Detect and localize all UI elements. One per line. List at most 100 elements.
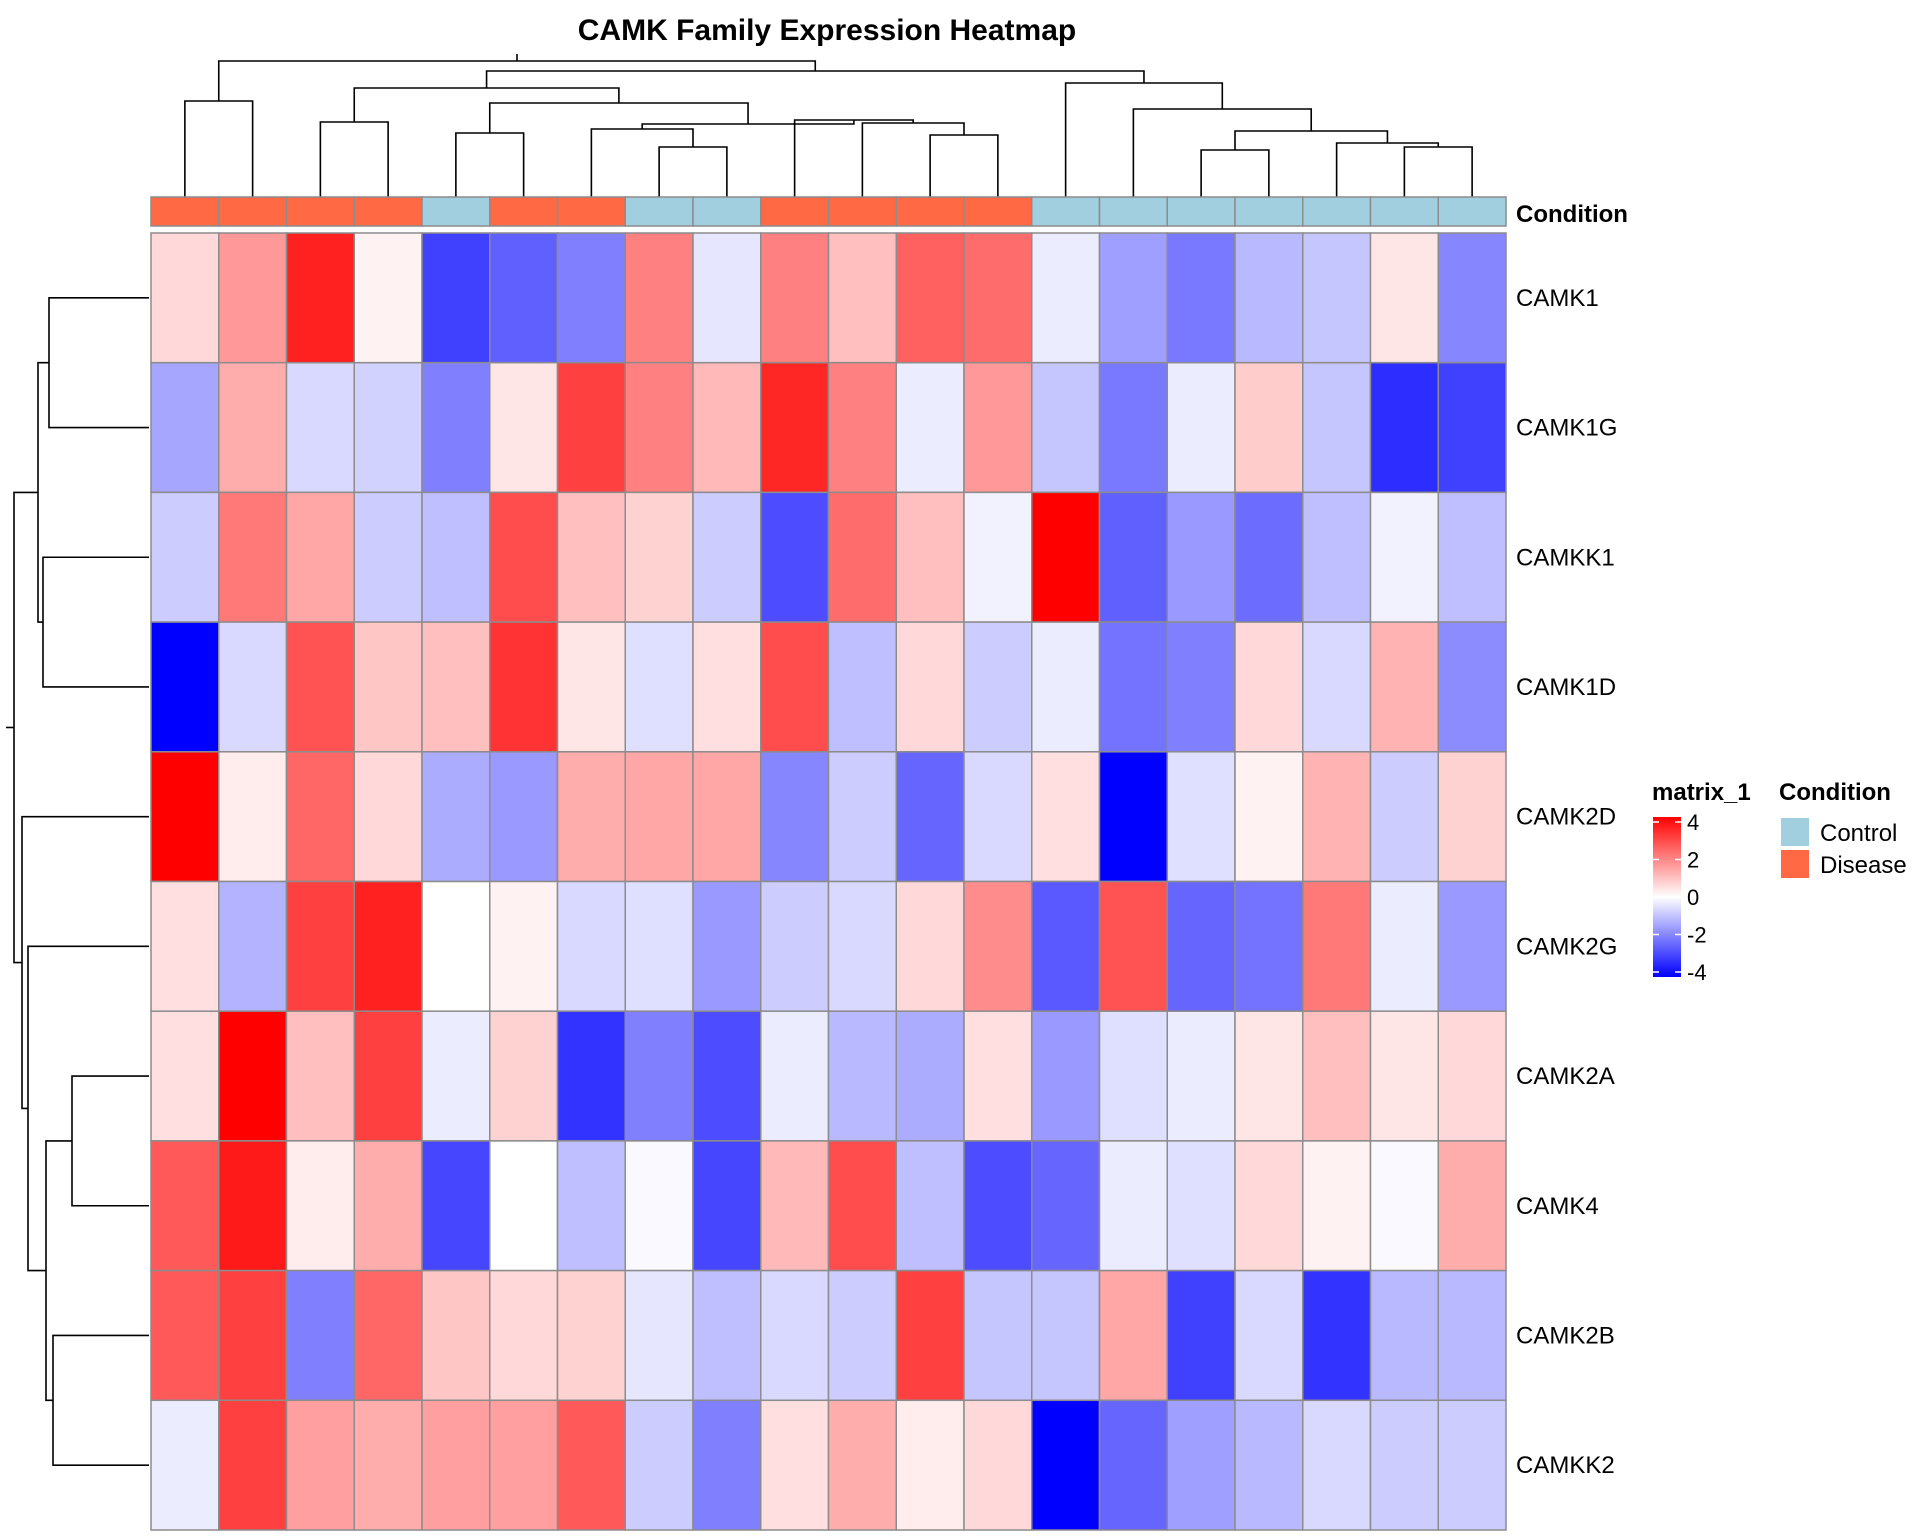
colorbar-tick-label: -4 <box>1687 960 1707 985</box>
heatmap-cell <box>1369 1399 1439 1531</box>
heatmap-cell <box>1302 1399 1372 1531</box>
heatmap-cell <box>1031 1140 1101 1272</box>
row-label: CAMK2B <box>1516 1322 1615 1349</box>
dendrogram-branch <box>45 1140 72 1402</box>
heatmap-cell <box>1031 1010 1101 1142</box>
heatmap-cell <box>624 361 694 494</box>
heatmap-cell <box>218 1010 288 1142</box>
heatmap-cell <box>285 361 355 494</box>
annotation-cell <box>421 196 491 227</box>
dendrogram-branch <box>21 815 149 1110</box>
condition-legend-title: Condition <box>1779 779 1891 806</box>
heatmap-cell <box>353 880 423 1012</box>
heatmap-cell <box>760 621 830 753</box>
heatmap-cell <box>285 491 355 623</box>
heatmap-cell <box>1166 491 1236 623</box>
heatmap-cell <box>1166 880 1236 1012</box>
heatmap-cell <box>760 1010 830 1142</box>
heatmap-cell <box>1031 491 1101 623</box>
colorbar-tick-label: 0 <box>1687 885 1699 910</box>
heatmap-cell <box>692 361 762 494</box>
heatmap-cell <box>692 1269 762 1402</box>
heatmap-cell <box>1234 621 1304 753</box>
heatmap-cell <box>556 1010 626 1142</box>
condition-annotation-bar <box>150 196 1507 227</box>
heatmap-cell <box>556 1399 626 1531</box>
dendrogram-branch <box>1200 149 1270 197</box>
heatmap-cell <box>895 361 965 494</box>
heatmap-cell <box>489 1140 559 1272</box>
heatmap-cell <box>353 1140 423 1272</box>
heatmap-cell <box>1234 880 1304 1012</box>
heatmap-cell <box>353 1010 423 1142</box>
heatmap-cell <box>150 491 220 623</box>
annotation-cell <box>489 196 559 227</box>
heatmap-cell <box>1437 1399 1507 1531</box>
heatmap-cell <box>1234 751 1304 883</box>
dendrogram-branch <box>1132 108 1313 197</box>
heatmap-cell <box>489 491 559 623</box>
heatmap-cell <box>895 1399 965 1531</box>
heatmap-cell <box>692 1140 762 1272</box>
heatmap-cell <box>218 1399 288 1531</box>
heatmap-cell <box>1369 361 1439 494</box>
dendrogram-branch <box>793 119 914 197</box>
heatmap-cell <box>556 1140 626 1272</box>
heatmap-cell <box>1369 880 1439 1012</box>
heatmap-cell <box>1369 621 1439 753</box>
heatmap-cell <box>827 621 897 753</box>
heatmap-cell <box>760 361 830 494</box>
heatmap-cell <box>285 621 355 753</box>
heatmap-cell <box>421 1269 491 1402</box>
heatmap-cell <box>1437 1140 1507 1272</box>
heatmap-cell <box>353 1399 423 1531</box>
heatmap-cell <box>1234 1269 1304 1402</box>
heatmap-cell <box>895 880 965 1012</box>
heatmap-cell <box>1369 751 1439 883</box>
heatmap-cell <box>760 1269 830 1402</box>
heatmap-cell <box>1234 1140 1304 1272</box>
heatmap-cell <box>421 491 491 623</box>
heatmap-cell <box>218 1140 288 1272</box>
heatmap-cell <box>692 232 762 364</box>
row-label: CAMK2D <box>1516 804 1616 831</box>
dendrogram-branch <box>1064 82 1224 197</box>
heatmap-cell <box>218 491 288 623</box>
heatmap-cell <box>1437 232 1507 364</box>
heatmap-cell <box>1369 232 1439 364</box>
heatmap-cell <box>285 1399 355 1531</box>
heatmap-cell <box>1166 751 1236 883</box>
row-label: CAMK4 <box>1516 1193 1599 1220</box>
dendrogram-branch <box>1234 130 1389 150</box>
heatmap-cell <box>1031 751 1101 883</box>
heatmap-cell <box>760 232 830 364</box>
heatmap-cell <box>1031 621 1101 753</box>
heatmap-cell <box>895 621 965 753</box>
heatmap-cell <box>624 491 694 623</box>
dendrogram-branch <box>658 146 728 197</box>
heatmap-cell <box>1166 361 1236 494</box>
heatmap-cell <box>285 1269 355 1402</box>
heatmap-cell <box>1166 1010 1236 1142</box>
heatmap-cell <box>1031 1269 1101 1402</box>
heatmap-cell <box>827 1010 897 1142</box>
heatmap-cells <box>150 232 1507 1531</box>
heatmap-cell <box>1098 491 1168 623</box>
heatmap-cell <box>624 621 694 753</box>
annotation-cell <box>963 196 1033 227</box>
heatmap-cell <box>827 1399 897 1531</box>
heatmap-cell <box>1437 880 1507 1012</box>
heatmap-cell <box>1302 491 1372 623</box>
heatmap-cell <box>353 361 423 494</box>
heatmap-cell <box>421 880 491 1012</box>
colorbar-tick-label: -2 <box>1687 923 1707 948</box>
annotation-cell <box>1234 196 1304 227</box>
heatmap-cell <box>150 621 220 753</box>
heatmap-cell <box>556 232 626 364</box>
heatmap-cell <box>489 361 559 494</box>
heatmap-cell <box>353 491 423 623</box>
heatmap-cell <box>1437 1269 1507 1402</box>
dendrogram-branch <box>319 121 389 197</box>
heatmap-cell <box>624 1399 694 1531</box>
